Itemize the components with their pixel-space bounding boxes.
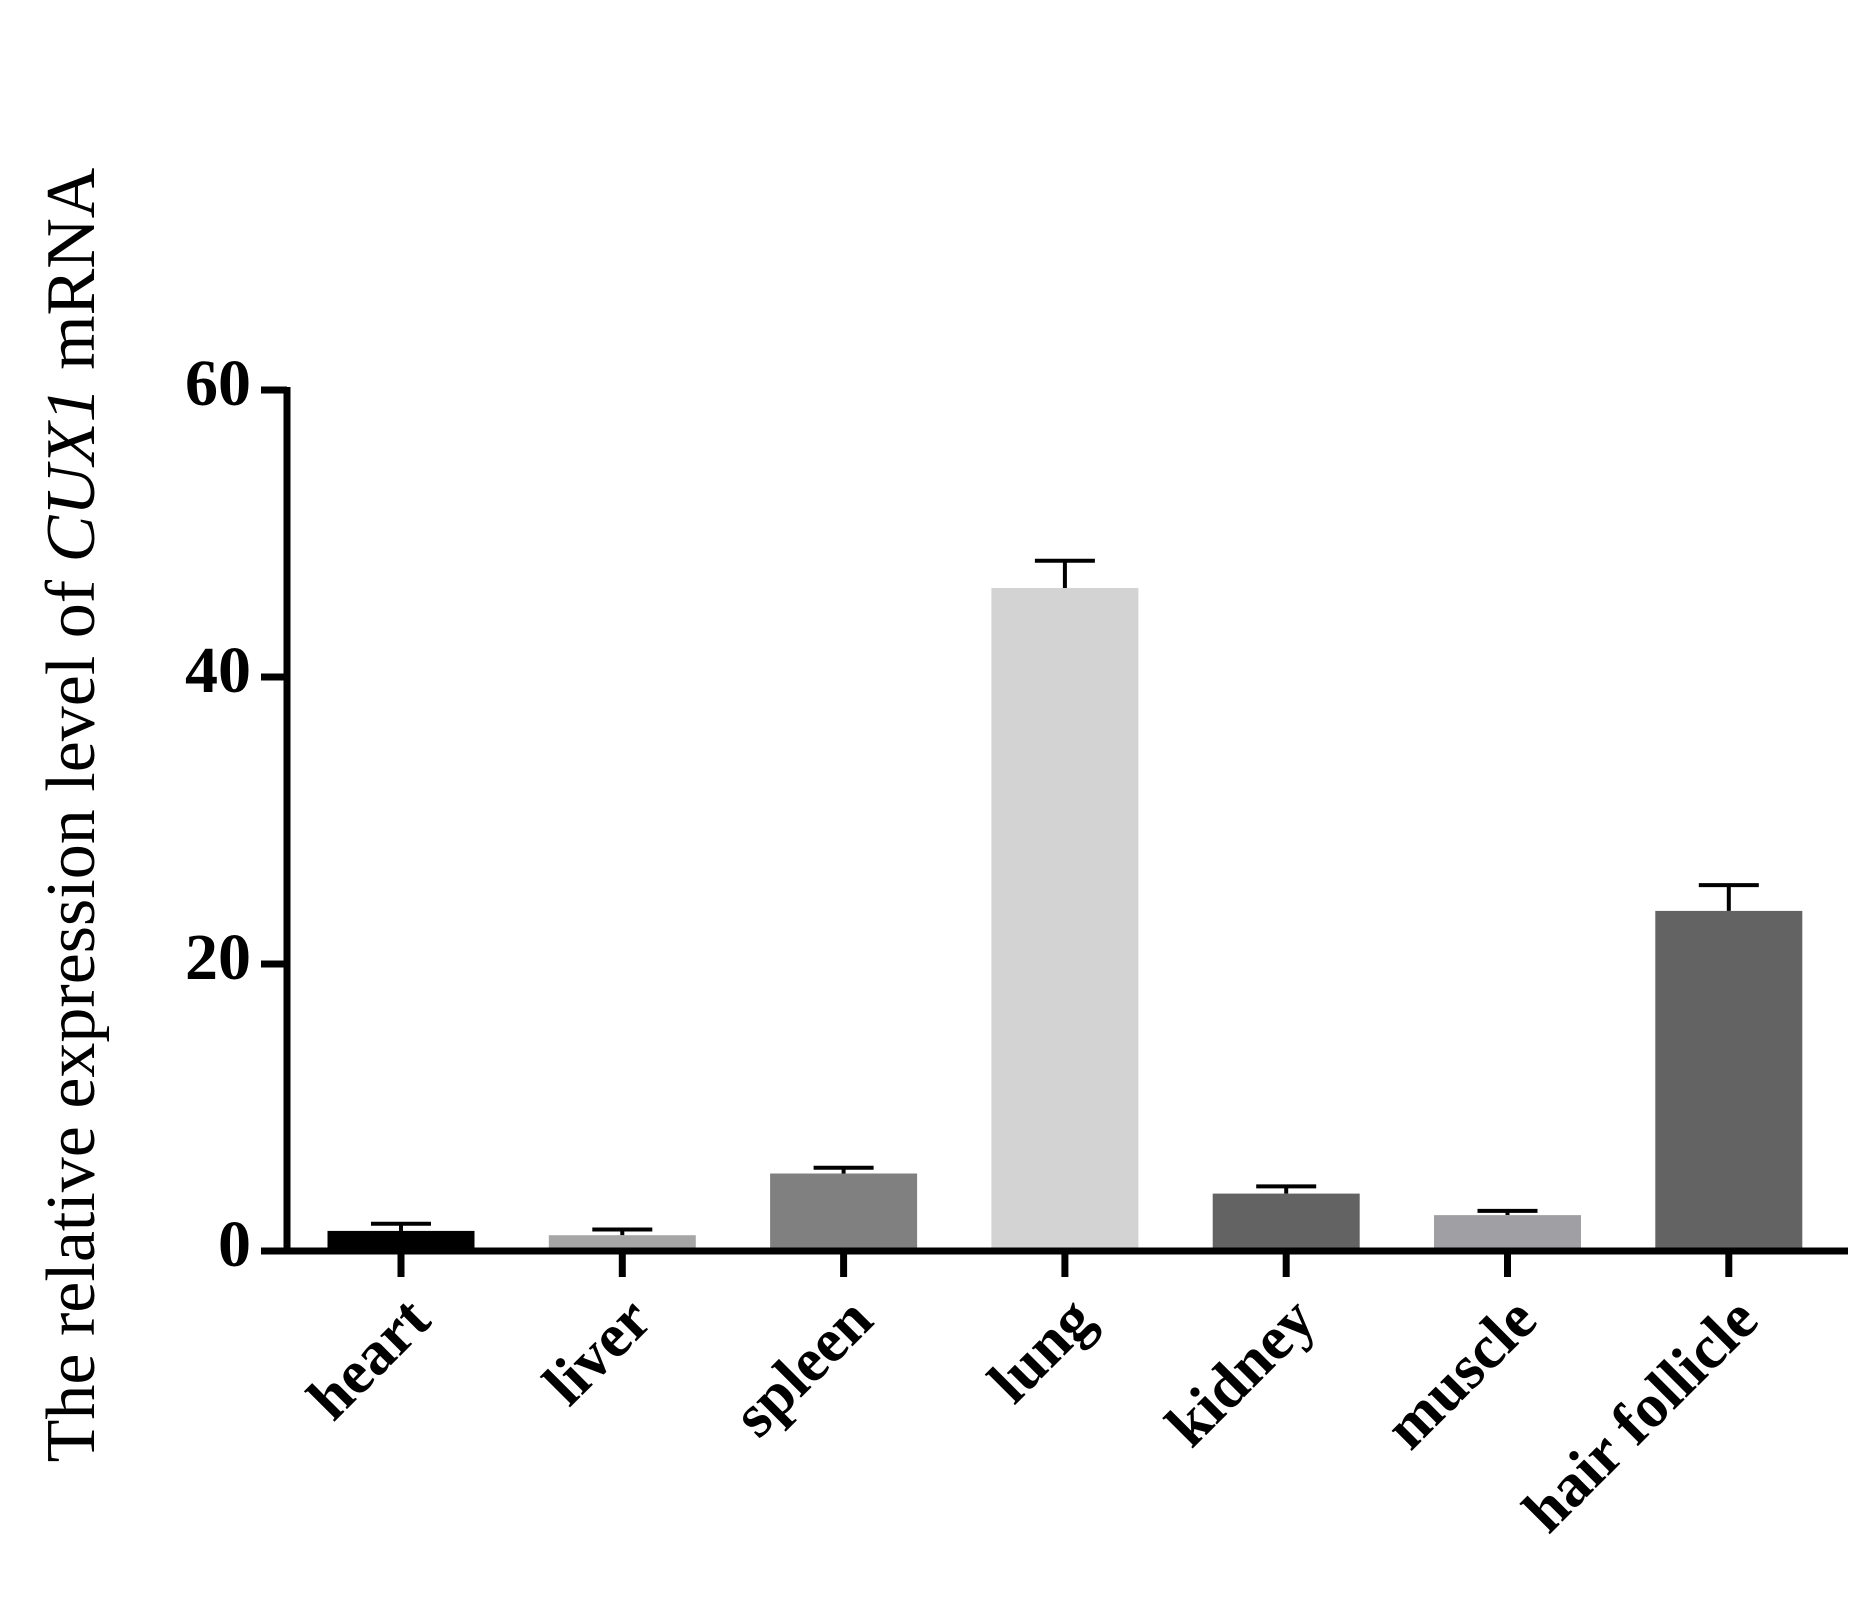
bar [548,1235,696,1251]
y-label-text: mRNA [33,167,110,387]
bar [1655,910,1803,1251]
y-label-gene: CUX1 [33,387,110,562]
bar [1434,1215,1581,1251]
x-tick-label: muscle [1372,1285,1549,1462]
y-tick-label: 40 [185,634,251,707]
bar [991,588,1139,1251]
bar [327,1230,475,1251]
y-tick-label: 60 [185,347,251,420]
y-tick-label: 0 [218,1208,251,1281]
y-tick-label: 20 [185,921,251,994]
x-tick-label: spleen [721,1285,886,1450]
x-tick-label: hair follicle [1510,1285,1770,1545]
x-tick-label: liver [531,1285,664,1418]
bar [1212,1193,1360,1251]
x-tick-label: lung [976,1285,1107,1416]
y-label-text: The relative expression level of [33,562,110,1462]
y-axis-label: The relative expression level of CUX1 mR… [33,167,110,1462]
x-tick-label: heart [295,1285,443,1433]
bar [770,1173,918,1251]
x-tick-label: kidney [1153,1285,1328,1460]
